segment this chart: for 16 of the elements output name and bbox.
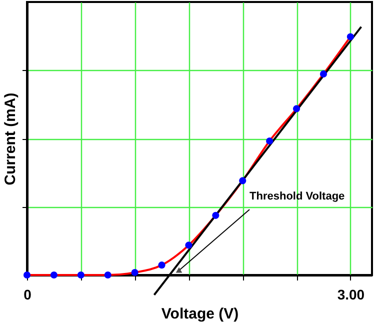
x-tick-label: 0 [24,286,32,302]
point [50,271,58,279]
x-axis-title: Voltage (V) [161,306,239,322]
point [320,70,328,78]
point [104,271,112,279]
point [77,271,84,279]
point [212,212,220,219]
point [158,262,166,269]
y-axis-title: Current (mA) [2,92,19,186]
point [346,33,354,40]
point [266,137,274,145]
point [185,242,192,249]
point [239,177,246,184]
point [292,105,300,112]
point [131,268,138,276]
x-tick-label: 3.00 [337,286,365,302]
